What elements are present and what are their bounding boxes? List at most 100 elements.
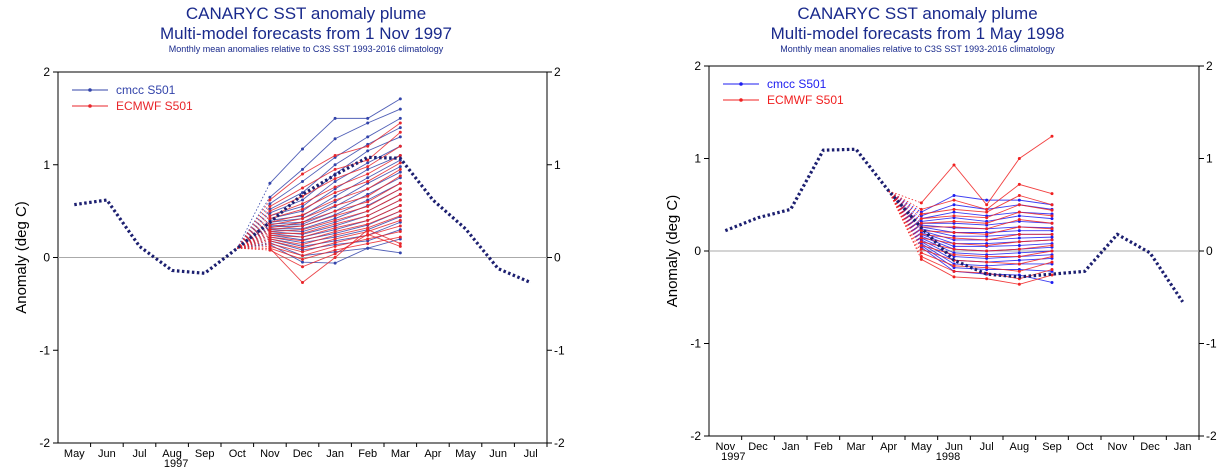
y-tick-label-right: -2: [1206, 429, 1217, 443]
forecast-point: [366, 214, 370, 218]
forecast-point: [301, 186, 304, 190]
forecast-point: [398, 218, 402, 222]
forecast-point: [985, 260, 989, 264]
forecast-point: [1017, 251, 1021, 255]
forecast-point: [333, 244, 337, 248]
forecast-point: [919, 236, 923, 240]
forecast-point: [1050, 268, 1054, 271]
forecast-point: [398, 230, 402, 234]
forecast-point: [985, 249, 989, 253]
forecast-point: [398, 144, 402, 148]
forecast-connector: [888, 190, 922, 239]
forecast-point: [952, 242, 956, 246]
forecast-point: [301, 220, 304, 224]
legend-marker: [739, 98, 743, 102]
y-tick-label-right: -2: [554, 436, 565, 450]
forecast-point: [333, 233, 337, 237]
forecast-point: [366, 172, 370, 176]
legend-marker: [88, 88, 92, 92]
forecast-point: [398, 161, 402, 165]
y-tick-label-right: 0: [554, 251, 561, 265]
forecast-point: [301, 265, 304, 269]
forecast-point: [952, 231, 956, 234]
legend-label: ECMWF S501: [767, 93, 844, 107]
forecast-point: [398, 224, 402, 228]
forecast-point: [366, 144, 370, 148]
forecast-point: [333, 230, 337, 234]
forecast-point: [1017, 247, 1021, 251]
forecast-point: [398, 174, 402, 178]
forecast-point: [1017, 225, 1021, 229]
forecast-point: [1017, 229, 1021, 233]
forecast-point: [1050, 280, 1054, 284]
forecast-point: [919, 243, 923, 247]
forecast-point: [333, 137, 337, 141]
forecast-connector: [237, 226, 271, 249]
forecast-point: [366, 194, 370, 198]
y-tick-label-right: -1: [554, 343, 565, 357]
forecast-point: [952, 275, 956, 279]
forecast-point: [333, 237, 337, 241]
x-tick-label: Apr: [424, 448, 441, 460]
forecast-point: [985, 207, 989, 211]
forecast-connector: [236, 199, 271, 249]
forecast-point: [919, 251, 923, 255]
forecast-point: [301, 239, 304, 243]
forecast-point: [398, 135, 402, 139]
forecast-point: [1050, 232, 1054, 236]
forecast-point: [398, 214, 402, 218]
forecast-point: [333, 198, 337, 202]
forecast-point: [333, 241, 337, 245]
forecast-point: [301, 198, 304, 202]
y-tick-label-right: 0: [1206, 244, 1213, 258]
x-tick-label: Jul: [132, 448, 146, 460]
y-axis-label: Anomaly (deg C): [13, 201, 30, 314]
forecast-point: [919, 207, 923, 211]
forecast-point: [1017, 198, 1021, 202]
forecast-point: [333, 153, 337, 157]
forecast-point: [301, 204, 304, 208]
forecast-connector: [888, 190, 922, 260]
forecast-point: [301, 250, 304, 254]
forecast-point: [366, 218, 370, 222]
forecast-point: [1050, 235, 1054, 239]
forecast-point: [985, 203, 989, 207]
forecast-point: [268, 202, 272, 206]
forecast-point: [952, 236, 956, 240]
forecast-point: [952, 253, 956, 257]
forecast-point: [333, 214, 337, 218]
forecast-point: [1017, 236, 1021, 240]
forecast-point: [301, 207, 304, 211]
forecast-point: [333, 256, 337, 259]
forecast-point: [1017, 282, 1021, 286]
forecast-point: [301, 172, 304, 176]
x-tick-label: Feb: [358, 448, 377, 460]
forecast-member-line: [920, 135, 1053, 206]
x-tick-label: Jan: [782, 441, 800, 453]
forecast-point: [985, 266, 989, 270]
legend-label: cmcc S501: [767, 77, 827, 91]
forecast-connector: [888, 190, 922, 237]
forecast-point: [366, 232, 370, 236]
forecast-point: [1017, 210, 1021, 214]
forecast-point: [398, 251, 402, 255]
forecast-point: [985, 232, 989, 236]
x-tick-label: Oct: [1076, 441, 1093, 453]
forecast-point: [985, 221, 989, 225]
forecast-point: [952, 214, 956, 218]
forecast-point: [919, 229, 923, 233]
forecast-point: [952, 247, 956, 251]
forecast-point: [1017, 269, 1021, 273]
forecast-point: [333, 185, 337, 189]
forecast-point: [919, 257, 923, 261]
forecast-point: [1050, 134, 1054, 138]
forecast-point: [301, 243, 304, 247]
y-tick-label: 0: [694, 244, 701, 258]
forecast-point: [268, 181, 272, 185]
forecast-point: [301, 254, 304, 258]
forecast-connector: [888, 190, 922, 204]
forecast-point: [366, 165, 370, 169]
forecast-point: [398, 242, 402, 246]
forecast-point: [333, 226, 337, 230]
forecast-point: [398, 192, 402, 196]
